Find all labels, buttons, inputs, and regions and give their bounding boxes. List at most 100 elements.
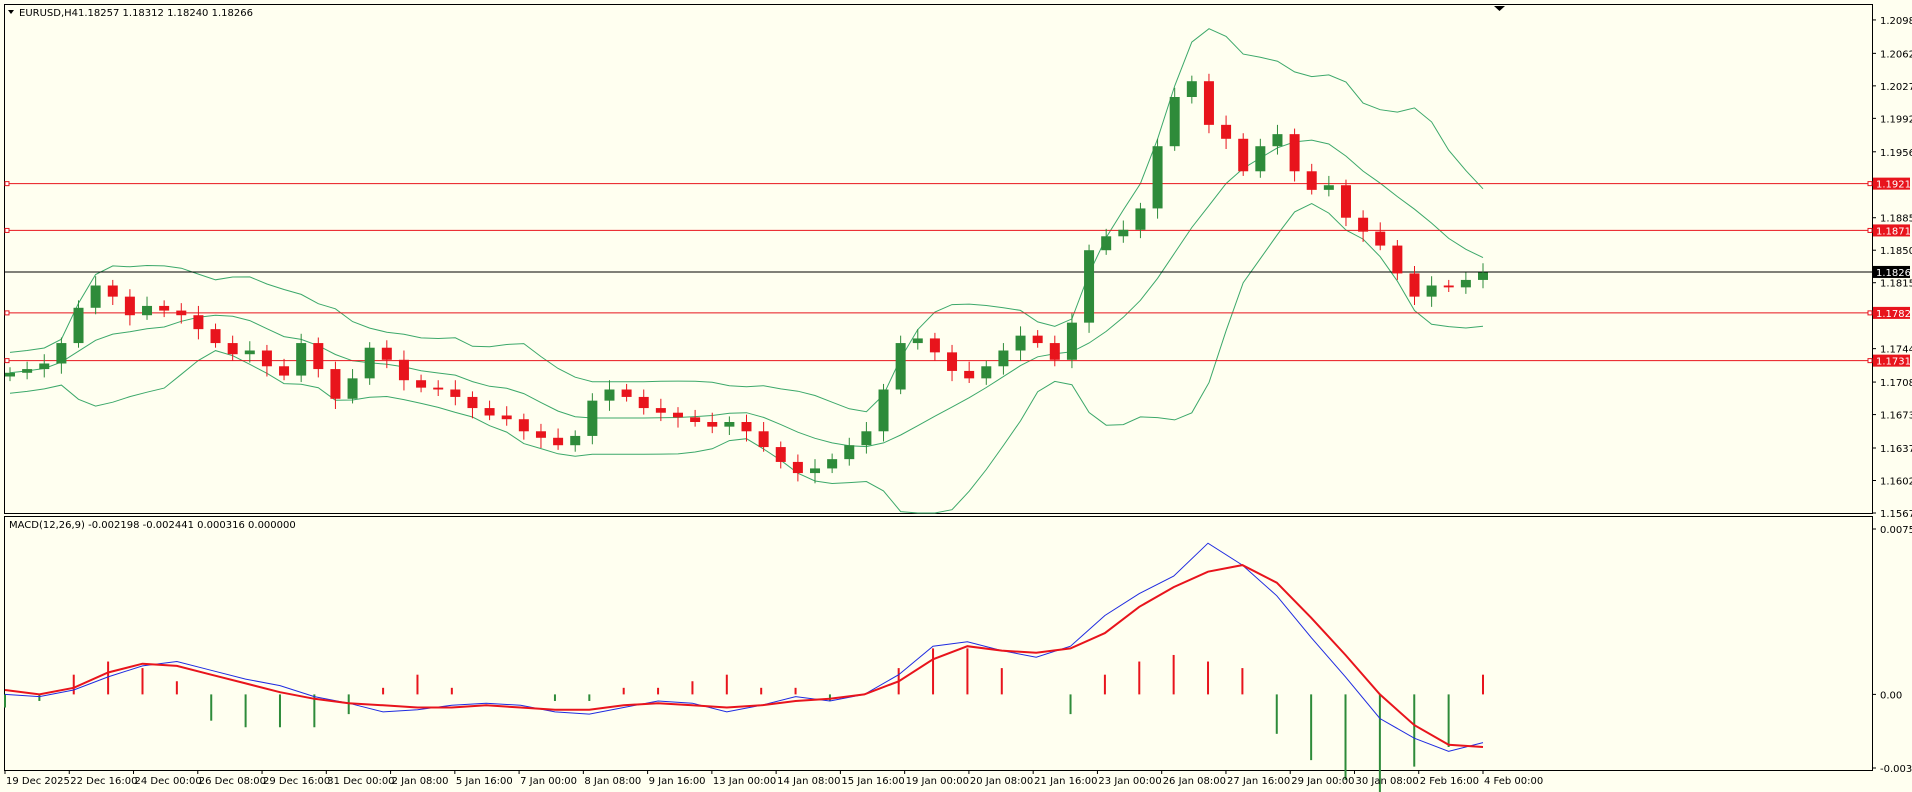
candle-body[interactable] xyxy=(1118,229,1129,237)
candle-body[interactable] xyxy=(210,329,221,344)
candle-body[interactable] xyxy=(142,305,153,316)
symbol-menu-triangle-icon[interactable] xyxy=(8,10,14,14)
candle-body[interactable] xyxy=(844,445,855,460)
candle-body[interactable] xyxy=(1340,185,1351,218)
level-handle-left[interactable] xyxy=(4,227,10,233)
candle-body[interactable] xyxy=(5,372,15,377)
candle-body[interactable] xyxy=(861,431,872,446)
candle-body[interactable] xyxy=(827,459,838,469)
candle-body[interactable] xyxy=(1358,217,1369,232)
candle-body[interactable] xyxy=(56,343,67,364)
level-handle-right[interactable] xyxy=(1867,227,1873,233)
candle-body[interactable] xyxy=(775,447,786,462)
candle-body[interactable] xyxy=(1066,322,1077,360)
candle-body[interactable] xyxy=(193,315,204,330)
candle-body[interactable] xyxy=(604,389,615,401)
candle-body[interactable] xyxy=(159,305,170,311)
candle-body[interactable] xyxy=(261,350,272,367)
candle-body[interactable] xyxy=(758,431,769,448)
candle-body[interactable] xyxy=(124,296,135,316)
candle-body[interactable] xyxy=(1306,171,1317,190)
candle-body[interactable] xyxy=(587,400,598,436)
candle-body[interactable] xyxy=(1101,236,1112,251)
candle-body[interactable] xyxy=(1375,231,1386,246)
candle-body[interactable] xyxy=(176,310,187,316)
candle-body[interactable] xyxy=(912,338,923,344)
candle-body[interactable] xyxy=(518,419,529,432)
candle-body[interactable] xyxy=(1392,245,1403,274)
candle-body[interactable] xyxy=(1049,343,1060,360)
candle-body[interactable] xyxy=(416,380,427,388)
candle-body[interactable] xyxy=(810,468,821,474)
candle-body[interactable] xyxy=(1478,272,1488,280)
candle-body[interactable] xyxy=(981,366,992,379)
candle-body[interactable] xyxy=(929,338,940,353)
candle-body[interactable] xyxy=(792,461,803,474)
level-handle-left[interactable] xyxy=(4,310,10,316)
candle-body[interactable] xyxy=(553,437,564,446)
candle-body[interactable] xyxy=(1409,273,1420,297)
candle-body[interactable] xyxy=(347,378,358,399)
candle-body[interactable] xyxy=(1255,146,1266,172)
candle-body[interactable] xyxy=(1169,97,1180,147)
candle-body[interactable] xyxy=(1426,285,1437,297)
candle-body[interactable] xyxy=(1272,134,1283,147)
candle-body[interactable] xyxy=(741,422,752,432)
candle-body[interactable] xyxy=(998,350,1009,367)
candle-body[interactable] xyxy=(381,347,392,360)
candle-body[interactable] xyxy=(672,412,683,418)
macd-pane[interactable] xyxy=(4,542,1484,792)
candle-body[interactable] xyxy=(1203,81,1214,125)
candle-body[interactable] xyxy=(484,408,495,416)
candle-body[interactable] xyxy=(107,285,118,297)
shift-marker-icon[interactable] xyxy=(1494,6,1505,11)
candle-body[interactable] xyxy=(296,343,307,376)
candle-body[interactable] xyxy=(398,359,409,381)
candle-body[interactable] xyxy=(724,422,735,427)
candle-body[interactable] xyxy=(1323,185,1334,190)
candle-body[interactable] xyxy=(90,285,101,308)
candle-body[interactable] xyxy=(227,343,238,355)
candle-body[interactable] xyxy=(73,307,84,344)
candle-body[interactable] xyxy=(22,369,33,373)
candle-body[interactable] xyxy=(313,343,324,370)
candle-body[interactable] xyxy=(1460,279,1471,288)
candle-body[interactable] xyxy=(964,370,975,379)
candle-body[interactable] xyxy=(1135,208,1146,230)
candle-body[interactable] xyxy=(690,417,701,422)
candle-body[interactable] xyxy=(621,389,632,397)
level-handle-right[interactable] xyxy=(1867,310,1873,316)
level-handle-right[interactable] xyxy=(1867,358,1873,364)
candle-body[interactable] xyxy=(467,396,478,409)
price-pane[interactable] xyxy=(4,28,1873,514)
candle-body[interactable] xyxy=(1084,250,1095,323)
level-handle-left[interactable] xyxy=(4,181,10,187)
candle-body[interactable] xyxy=(450,389,461,397)
level-handle-right[interactable] xyxy=(1867,181,1873,187)
candle-body[interactable] xyxy=(364,347,375,379)
candle-body[interactable] xyxy=(1186,81,1197,97)
candle-body[interactable] xyxy=(1152,146,1163,209)
candle-body[interactable] xyxy=(570,435,581,446)
candle-body[interactable] xyxy=(39,363,50,370)
candle-body[interactable] xyxy=(1238,138,1249,172)
candle-body[interactable] xyxy=(1443,285,1454,288)
candle-body[interactable] xyxy=(878,389,889,432)
candle-body[interactable] xyxy=(895,343,906,390)
candle-body[interactable] xyxy=(535,431,546,438)
candle-body[interactable] xyxy=(330,369,341,399)
candle-body[interactable] xyxy=(501,415,512,420)
candle-body[interactable] xyxy=(1015,335,1026,351)
candle-body[interactable] xyxy=(707,422,718,427)
candle-body[interactable] xyxy=(279,366,290,376)
candle-body[interactable] xyxy=(1289,134,1300,172)
candle-body[interactable] xyxy=(638,396,649,409)
candle-body[interactable] xyxy=(433,387,444,390)
level-handle-left[interactable] xyxy=(4,358,10,364)
candle-body[interactable] xyxy=(947,352,958,371)
candle-body[interactable] xyxy=(1221,124,1232,139)
candle-body[interactable] xyxy=(655,408,666,413)
candle-body[interactable] xyxy=(1032,335,1043,344)
candle-body[interactable] xyxy=(244,350,255,355)
